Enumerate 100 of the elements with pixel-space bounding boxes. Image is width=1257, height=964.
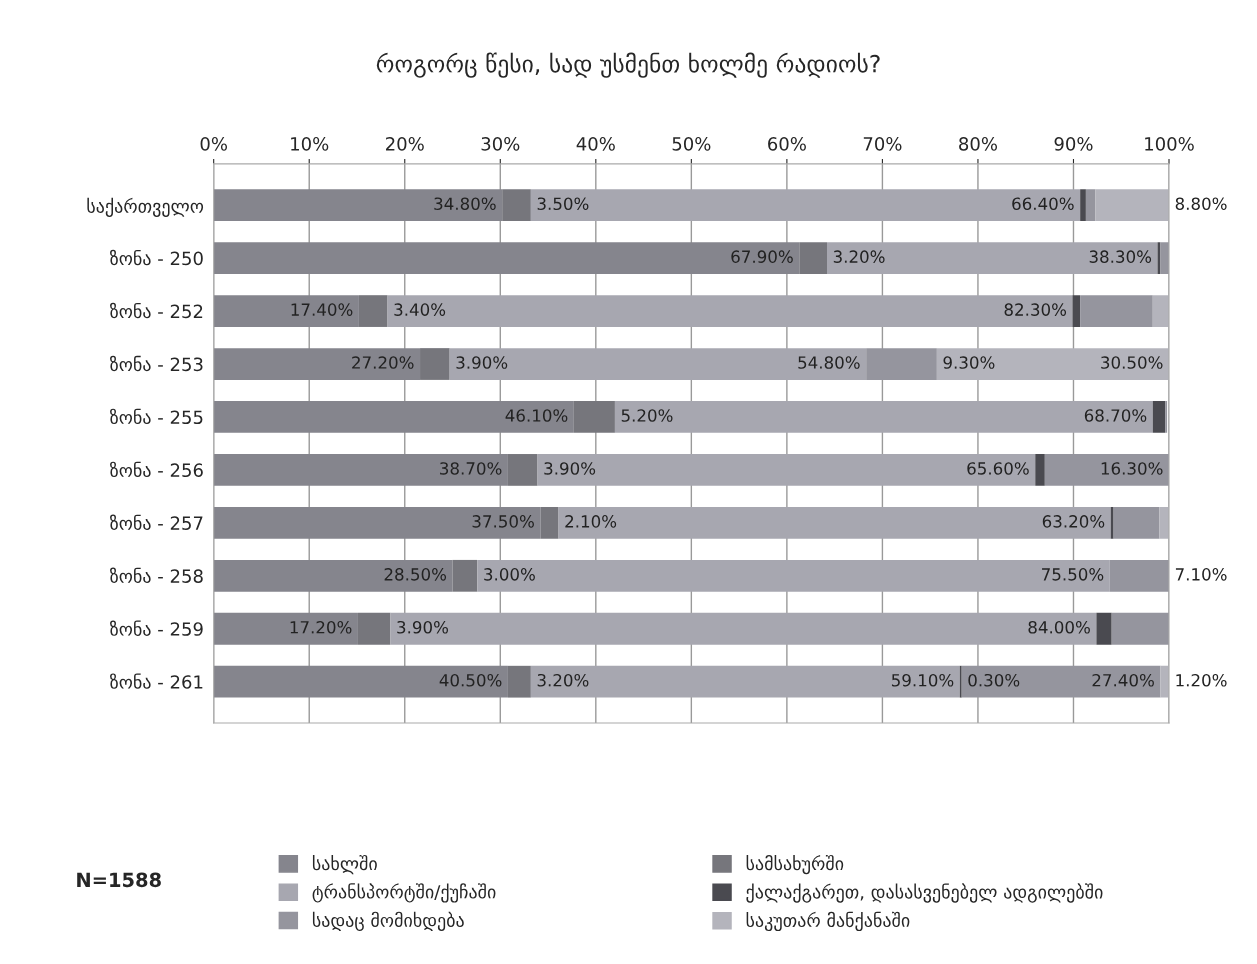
bar bbox=[390, 612, 1097, 645]
bar bbox=[213, 401, 574, 433]
x-tick-label: 30% bbox=[481, 137, 520, 151]
annotation: 5.20% bbox=[621, 409, 673, 422]
bar bbox=[477, 559, 1110, 592]
bar bbox=[540, 506, 559, 539]
bar bbox=[1080, 189, 1086, 222]
bar bbox=[1160, 242, 1170, 275]
bar bbox=[502, 189, 531, 222]
annotation: 66.40% bbox=[1012, 197, 1074, 211]
annotation: 3.40% bbox=[394, 303, 446, 316]
bar bbox=[358, 295, 388, 327]
x-tick-label: 80% bbox=[959, 137, 998, 151]
annotation: 38.70% bbox=[440, 462, 502, 475]
annotation: 3.50% bbox=[537, 197, 589, 211]
x-tick-label: 40% bbox=[576, 137, 615, 151]
annotation: 54.80% bbox=[798, 356, 860, 369]
legend-label: ქალაქგარეთ, დასასვენებელ ადგილებში bbox=[746, 883, 1103, 903]
annotation: 2.10% bbox=[565, 515, 617, 528]
x-tick-label: 60% bbox=[768, 137, 806, 151]
annotation: 27.20% bbox=[352, 356, 414, 369]
y-tick-label: ზონა - 258 bbox=[110, 567, 203, 583]
y-tick-label: ზონა - 259 bbox=[110, 620, 203, 636]
y-tick-label: ზონა - 257 bbox=[110, 514, 203, 530]
y-tick-label: ზონა - 250 bbox=[110, 249, 203, 266]
annotation: 68.70% bbox=[1084, 409, 1147, 422]
bar bbox=[936, 348, 1170, 380]
annotation: 27.40% bbox=[1092, 673, 1154, 687]
annotation: 67.90% bbox=[731, 250, 793, 263]
bar bbox=[1035, 454, 1045, 486]
annotation: 9.30% bbox=[943, 356, 995, 369]
y-tick-label: ზონა - 256 bbox=[110, 461, 203, 478]
annotation: 75.50% bbox=[1042, 568, 1104, 581]
annotation: 16.30% bbox=[1101, 462, 1163, 475]
annotation: 3.20% bbox=[537, 673, 589, 687]
bar bbox=[614, 401, 1153, 433]
bar bbox=[1111, 612, 1170, 645]
legend-label: სამსახურში bbox=[746, 854, 844, 875]
annotation: 28.50% bbox=[384, 568, 447, 581]
annotation: 34.80% bbox=[434, 197, 496, 211]
bar bbox=[387, 295, 1073, 327]
x-tick-label: 10% bbox=[291, 137, 329, 151]
y-tick-label: ზონა - 253 bbox=[110, 355, 203, 372]
bar bbox=[1072, 295, 1081, 327]
x-tick-label: 100% bbox=[1145, 137, 1194, 151]
bar bbox=[1096, 612, 1112, 645]
annotation: 37.50% bbox=[472, 515, 534, 528]
annotation: 46.10% bbox=[505, 409, 568, 422]
bar bbox=[213, 348, 421, 380]
bar bbox=[507, 665, 531, 698]
bar bbox=[213, 612, 358, 645]
legend-label: სახლში bbox=[312, 854, 377, 875]
bar bbox=[827, 242, 1158, 275]
bar bbox=[1160, 665, 1170, 698]
bar bbox=[213, 559, 453, 592]
bar bbox=[537, 454, 1036, 486]
annotation: 3.90% bbox=[456, 356, 508, 369]
annotation: 1.20% bbox=[1176, 673, 1227, 687]
y-tick-label: ზონა - 252 bbox=[110, 302, 203, 319]
bar bbox=[1152, 295, 1170, 327]
bar bbox=[1110, 506, 1114, 539]
bar bbox=[213, 665, 508, 698]
annotation: 59.10% bbox=[891, 673, 954, 687]
legend-label: საკუთარ მანქანაში bbox=[746, 911, 910, 932]
x-tick-label: 0% bbox=[200, 137, 228, 151]
bar bbox=[530, 189, 1081, 222]
x-tick-label: 50% bbox=[672, 137, 711, 151]
bar bbox=[449, 348, 867, 380]
bar bbox=[507, 454, 538, 486]
annotation: 84.00% bbox=[1028, 620, 1090, 634]
annotation: 3.00% bbox=[484, 568, 535, 581]
bar bbox=[1152, 401, 1166, 433]
bar bbox=[1080, 295, 1153, 327]
bar bbox=[420, 348, 450, 380]
bar bbox=[799, 242, 828, 275]
annotation: 17.40% bbox=[291, 303, 353, 316]
annotation: 17.20% bbox=[290, 620, 352, 634]
legend-label: ტრანსპორტში/ქუჩაში bbox=[312, 883, 496, 903]
annotation: 30.50% bbox=[1101, 356, 1163, 369]
annotation: 38.30% bbox=[1089, 250, 1152, 263]
annotation: 0.30% bbox=[968, 673, 1020, 687]
y-tick-label: საქართველო bbox=[87, 197, 204, 217]
annotation: 82.30% bbox=[1004, 303, 1067, 316]
bar bbox=[213, 242, 800, 275]
bar bbox=[1085, 189, 1096, 222]
annotation: 40.50% bbox=[439, 673, 502, 687]
legend-label: სადაც მომიხდება bbox=[312, 911, 464, 932]
bar bbox=[213, 189, 503, 222]
chart-title: როგორც წესი, სად უსმენთ ხოლმე რადიოს? bbox=[376, 52, 880, 78]
bar bbox=[558, 506, 1111, 539]
bar bbox=[213, 295, 359, 327]
y-tick-label: ზონა - 255 bbox=[110, 408, 203, 425]
bar bbox=[1095, 189, 1170, 222]
x-tick-label: 70% bbox=[863, 137, 902, 151]
text: N=1588 bbox=[77, 872, 161, 888]
bar bbox=[530, 665, 960, 698]
annotation: 3.20% bbox=[833, 250, 885, 263]
bar bbox=[1159, 506, 1170, 539]
annotation: 3.90% bbox=[397, 620, 449, 634]
x-tick-label: 20% bbox=[386, 137, 424, 151]
